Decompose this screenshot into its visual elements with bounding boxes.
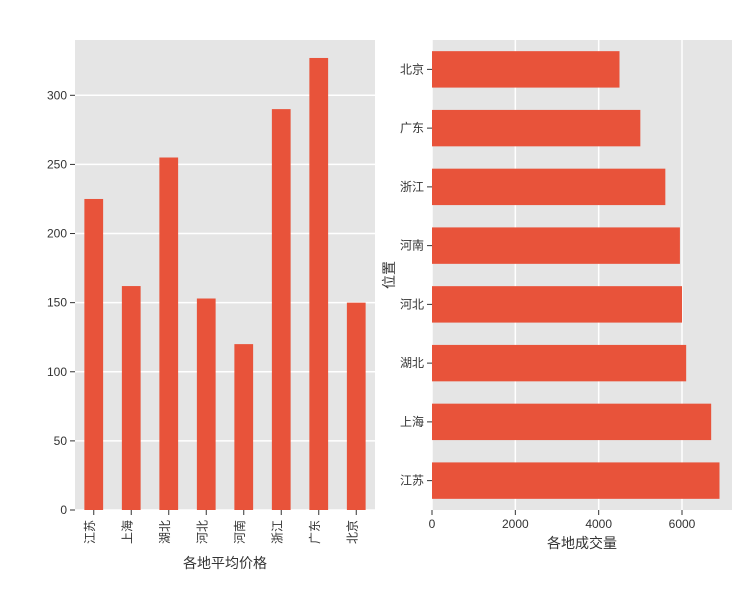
y-tick-label: 江苏 [400,474,424,488]
y-tick-label: 150 [47,296,67,310]
x-tick-label: 河北 [195,520,209,544]
y-tick-label: 河南 [400,238,424,253]
bar [309,58,328,510]
bar [432,345,686,381]
bar [432,110,640,146]
y-tick-label: 0 [60,503,67,517]
y-axis-label: 位置 [381,261,397,289]
x-tick-label: 4000 [585,517,612,531]
bar [272,109,291,510]
y-tick-label: 100 [47,365,67,379]
x-tick-label: 0 [429,517,436,531]
x-tick-label: 浙江 [270,520,284,544]
y-tick-label: 200 [47,227,67,241]
x-tick-label: 湖北 [157,520,172,544]
bar [432,404,711,440]
bar [159,158,178,511]
bar [432,462,720,498]
x-tick-label: 江苏 [83,520,97,544]
chart-container: 050100150200250300江苏上海湖北河北河南浙江广东北京各地平均价格… [0,0,748,599]
y-tick-label: 广东 [400,121,424,135]
y-tick-label: 北京 [400,62,424,76]
y-tick-label: 250 [47,157,67,171]
bar [432,169,665,205]
x-axis-label: 各地平均价格 [183,555,267,571]
bar [432,227,680,263]
x-tick-label: 广东 [308,520,322,544]
bar [432,51,620,87]
y-tick-label: 300 [47,88,67,102]
x-tick-label: 河南 [232,520,247,544]
bar [347,303,366,510]
left-chart: 0 50 100 150 200 250 300 江苏上海湖北河北河南浙江广东北京各地平均价格 [47,40,375,571]
x-tick-label: 上海 [119,520,134,544]
x-tick-label: 2000 [502,517,529,531]
right-chart: 0 2000 4000 6000 江苏 上海 湖北 河北 河南 浙江 广东 北京各地成交量 位置 [381,40,732,551]
y-tick-label: 上海 [400,414,424,429]
bar [84,199,103,510]
bar [122,286,141,510]
x-axis-label: 各地成交量 [547,535,617,551]
y-tick-label: 浙江 [400,180,424,194]
bar [234,344,253,510]
y-tick-label: 湖北 [400,355,424,370]
bar [432,286,682,322]
chart-svg: 050100150200250300江苏上海湖北河北河南浙江广东北京各地平均价格… [0,0,748,599]
x-tick-label: 6000 [669,517,696,531]
y-tick-label: 河北 [400,297,424,311]
y-tick-label: 50 [54,434,68,448]
bar [197,299,216,511]
x-tick-label: 北京 [345,520,359,544]
left-plot-bg [75,40,375,510]
